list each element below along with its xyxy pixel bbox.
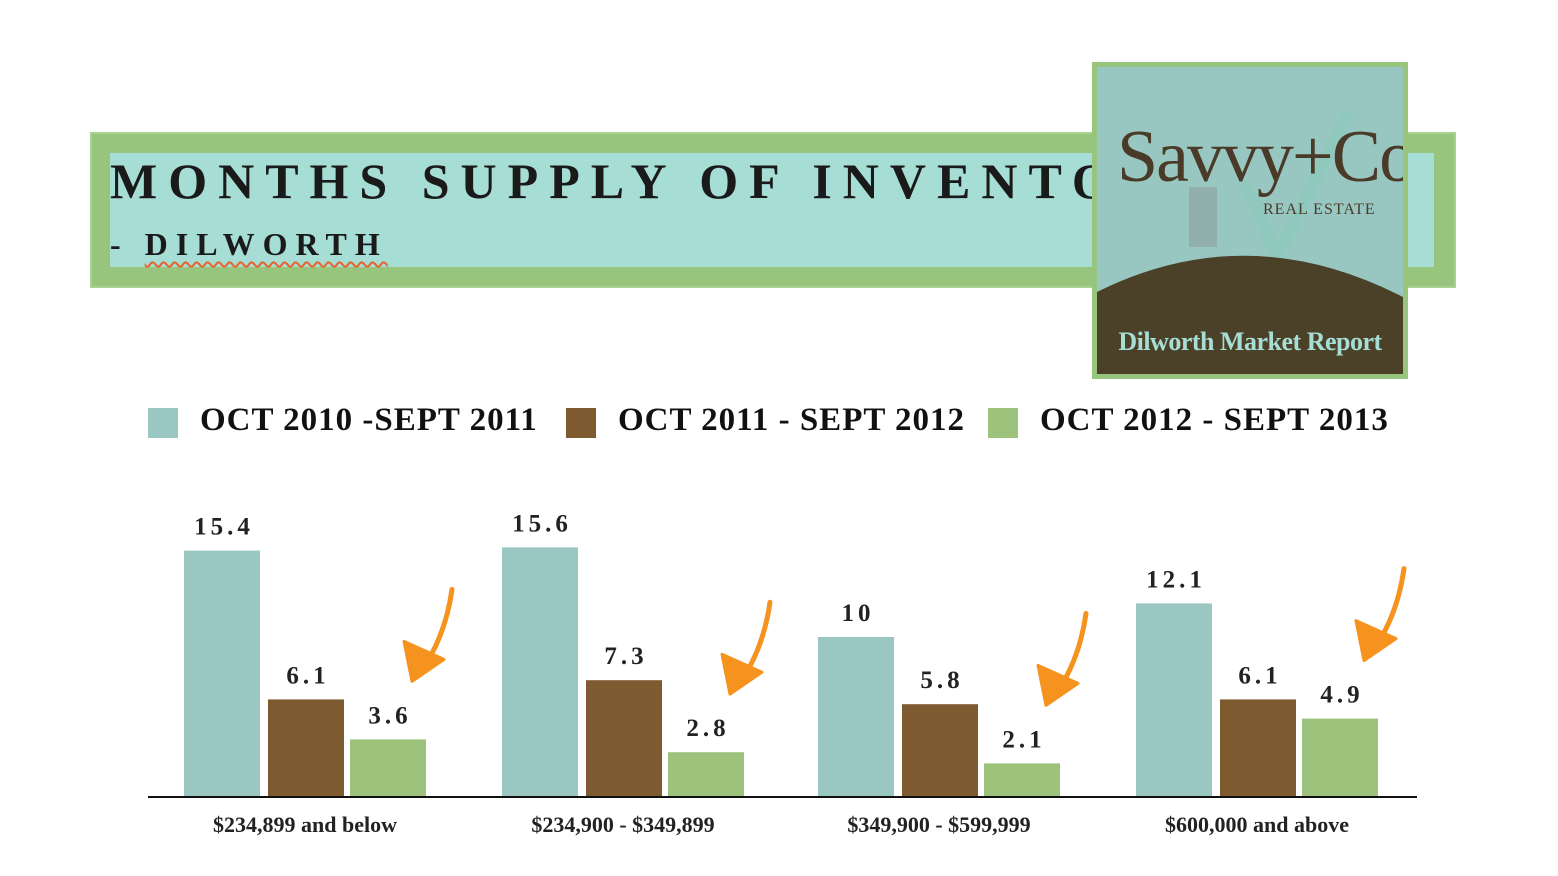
value-label-3-4: 4.9 [1320,682,1363,709]
bar-1-3 [818,637,894,797]
value-label-2-4: 6.1 [1238,662,1281,689]
house-icon [1189,187,1217,247]
value-label-2-2: 7.3 [604,643,647,670]
legend-label-2: OCT 2011 - SEPT 2012 [618,402,966,438]
value-label-1-4: 12.1 [1146,566,1206,593]
legend-label-1: OCT 2010 -SEPT 2011 [200,402,538,438]
value-label-1-1: 15.4 [194,514,254,541]
legend-label-3: OCT 2012 - SEPT 2013 [1040,402,1389,438]
page-subtitle: - DILWORTH [110,226,388,263]
savvy-co-logo: Savvy+Co REAL ESTATE Dilworth Market Rep… [1092,62,1408,379]
legend-swatch-2 [566,408,596,438]
checkmark-icon [1241,111,1353,272]
bar-3-1 [350,739,426,797]
value-label-3-1: 3.6 [368,702,411,729]
value-label-2-1: 6.1 [286,662,329,689]
subtitle-location: DILWORTH [144,226,388,262]
arrow-head-4 [1354,619,1398,663]
arrow-head-3 [1036,663,1080,707]
hill-shape [1097,255,1403,374]
logo-artwork [1097,111,1403,374]
bar-1-2 [502,547,578,797]
subtitle-prefix: - [110,226,145,262]
logo-report-title: Dilworth Market Report [1118,327,1382,356]
bar-1-1 [184,550,260,797]
category-label-2: $234,900 - $349,899 [531,812,714,837]
bar-3-3 [984,763,1060,797]
bar-1-4 [1136,603,1212,797]
value-label-1-3: 10 [842,600,875,627]
bar-2-1 [268,699,344,797]
bar-2-3 [902,704,978,797]
category-label-1: $234,899 and below [213,812,397,837]
page-title: MONTHS SUPPLY OF INVENTORY [110,153,1215,209]
logo-brand: Savvy+Co [1117,116,1408,198]
legend-swatch-1 [148,408,178,438]
value-label-2-3: 5.8 [920,667,963,694]
category-label-4: $600,000 and above [1165,812,1349,837]
legend-swatch-3 [988,408,1018,438]
category-label-3: $349,900 - $599,999 [847,812,1030,837]
logo-tagline: REAL ESTATE [1263,201,1376,218]
bar-3-2 [668,752,744,797]
bar-3-4 [1302,718,1378,797]
value-label-3-3: 2.1 [1002,726,1045,753]
bar-2-2 [586,680,662,797]
value-label-1-2: 15.6 [512,510,572,537]
value-label-3-2: 2.8 [686,715,729,742]
arrow-head-1 [402,639,446,683]
arrow-head-2 [720,652,764,696]
bar-2-4 [1220,699,1296,797]
